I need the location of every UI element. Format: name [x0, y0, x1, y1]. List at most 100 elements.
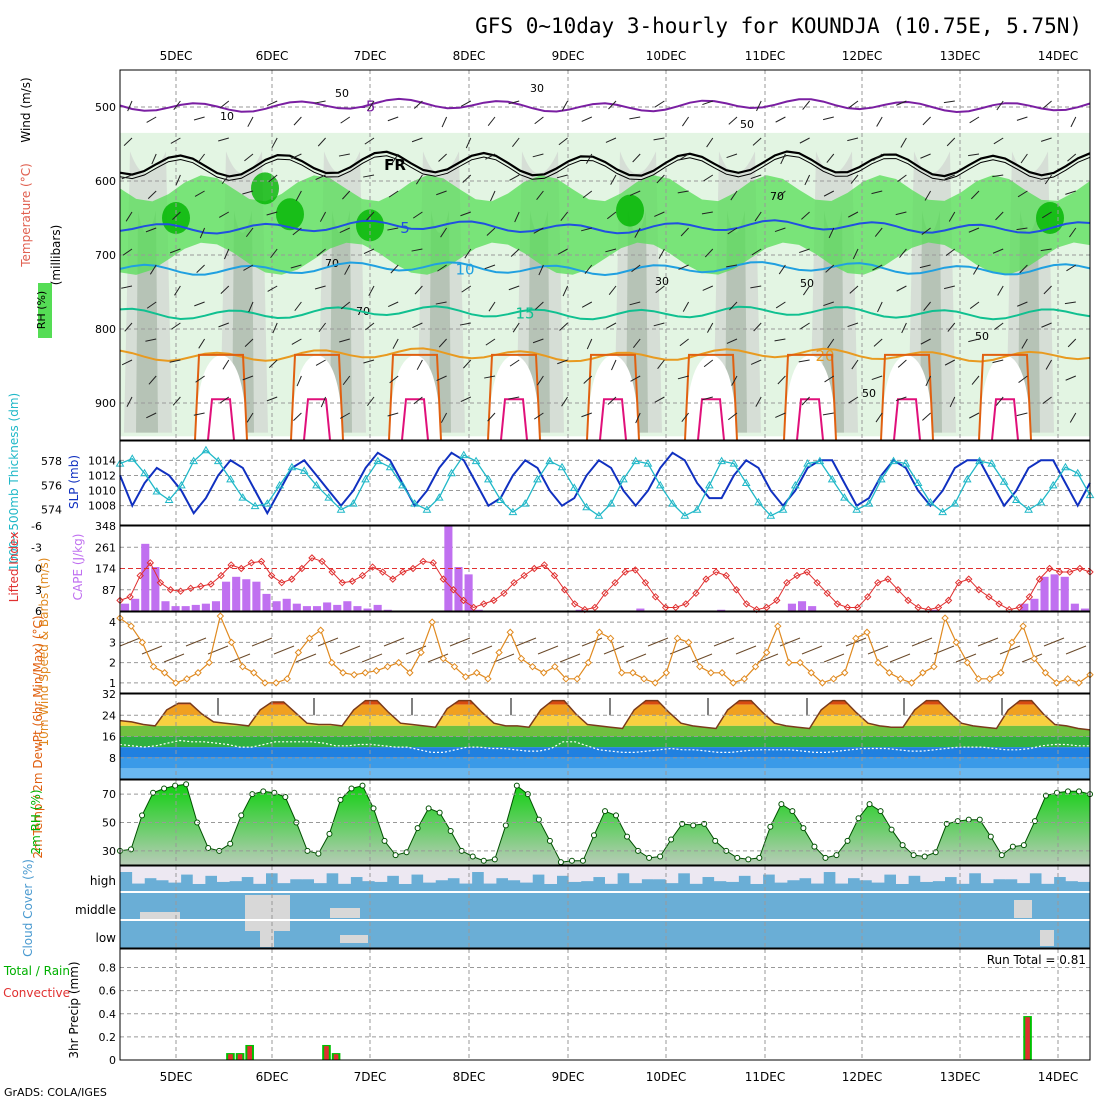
rh-axis-label: RH (%) [35, 291, 48, 329]
thickness-point-59 [827, 474, 837, 483]
li-point-56 [672, 603, 680, 612]
rh-point-70 [877, 808, 884, 815]
wind-point-15 [272, 679, 280, 687]
wind-barb-41 [224, 248, 230, 260]
wind-barb-135 [460, 396, 472, 403]
wind-barb-94 [366, 211, 375, 221]
wind-barb-208 [681, 116, 690, 127]
wind-barb-43 [218, 322, 229, 328]
li-point-74 [853, 603, 862, 612]
wind-barb-294 [896, 285, 907, 292]
wind-barb-139 [486, 227, 496, 236]
cape-bar-46 [575, 609, 584, 611]
dry-bubble-1 [195, 354, 247, 440]
li-point-95 [1066, 568, 1074, 576]
dry-bubble-3 [389, 354, 441, 440]
wind-barb-300 [924, 190, 932, 201]
wind-barb-314 [944, 359, 956, 366]
rh-point-42 [568, 857, 575, 864]
wind-barb-253 [802, 100, 810, 110]
high-cloud-gap-64 [883, 866, 897, 875]
thickness-point-26 [422, 505, 432, 513]
wind-barb-355 [1069, 227, 1077, 238]
isotherm-label-FR: FR [384, 156, 406, 174]
wind-point-43 [584, 658, 592, 667]
wind-barb-232 [726, 338, 738, 344]
wind-barb-166 [560, 211, 568, 221]
wind-barb-269 [824, 375, 835, 383]
wind-barb-313 [947, 322, 956, 332]
rh-area [120, 784, 1090, 865]
wind-barb-258 [802, 285, 811, 296]
wind-barb-154 [534, 116, 544, 125]
wind-point-18 [305, 634, 314, 643]
high-cloud-gap-11 [241, 866, 254, 878]
wind-point-26 [395, 658, 403, 667]
wind-barb-160 [532, 338, 544, 344]
wind-barb-128 [465, 137, 472, 149]
wind-barb-16 [145, 338, 157, 342]
li-point-91 [1025, 593, 1034, 601]
wind-barb-153 [508, 396, 520, 400]
wind-barb-64 [293, 116, 302, 126]
rh-point-34 [480, 857, 487, 864]
wind-barb-122 [437, 264, 447, 272]
wind-barb-257 [799, 248, 810, 254]
thickness-point-20 [348, 499, 358, 507]
wind-barb-303 [923, 301, 931, 311]
wind-barb-213 [682, 301, 690, 312]
wind-point-74 [930, 662, 938, 671]
wind-barb-29 [197, 153, 205, 164]
isotherm-label--5: -5 [361, 98, 376, 116]
li-point-87 [985, 593, 993, 601]
rh-point-80 [987, 833, 994, 840]
pressure-tick-900: 900 [95, 397, 116, 410]
thickness-point-50 [717, 456, 727, 465]
li-point-3 [136, 571, 144, 580]
rh-frame [119, 779, 1091, 866]
isotherm-label-5: 5 [400, 219, 410, 237]
li-point-79 [904, 596, 912, 605]
lowlevel-isotherm-loop-7-2 [796, 398, 824, 441]
li-point-13 [237, 564, 245, 573]
thickness-tick-574: 574 [41, 504, 62, 517]
wind-barb-120 [436, 190, 447, 196]
wind-barb-333 [995, 396, 1004, 406]
wind-barb-44 [222, 359, 230, 370]
li-point-46 [570, 600, 579, 608]
high-cloud-gap-15 [289, 866, 303, 880]
rh-contour-label-9: 50 [975, 330, 989, 343]
temp-tick-24: 24 [102, 709, 116, 722]
wind-barb-334 [1016, 116, 1028, 121]
wind-tick-3: 3 [109, 636, 116, 649]
wind-point-57 [740, 675, 749, 683]
wind-tick-4: 4 [109, 616, 116, 629]
wind-point-32 [461, 673, 470, 681]
wind-barb-305 [925, 375, 932, 387]
cape-bar-68 [797, 601, 807, 611]
wind-barb-214 [679, 338, 689, 347]
pressure-tick-800: 800 [95, 323, 116, 336]
isotherm-label-15: 15 [515, 305, 534, 323]
rh-point-88 [1075, 788, 1082, 795]
wind-barb-310 [948, 211, 956, 222]
cape-bar-9 [201, 603, 210, 611]
wind-axis-label: Wind (m/s) [19, 77, 33, 142]
precip-tick-0.2: 0.2 [99, 1031, 117, 1044]
wind-barb-254 [799, 137, 810, 144]
wind-barb-224 [703, 359, 714, 368]
high-cloud-gap-32 [495, 866, 509, 879]
high-cloud-gap-4 [156, 866, 169, 881]
high-cloud-gap-53 [750, 866, 764, 884]
dry-bubble-7 [784, 354, 836, 440]
li-point-86 [975, 586, 983, 594]
thickness-point-25 [410, 499, 420, 507]
surface-wind-barb-12 [361, 653, 383, 663]
high-cloud-gap-37 [556, 866, 570, 876]
wind-barb-170 [557, 359, 568, 365]
wind-barb-244 [775, 116, 786, 123]
cloud-level-low: low [96, 931, 117, 945]
surface-wind-barb-6 [229, 653, 251, 663]
cape-tick-348: 348 [95, 520, 116, 533]
wind-point-31 [450, 662, 459, 671]
